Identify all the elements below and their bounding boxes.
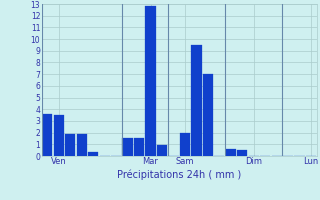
Bar	[180, 133, 190, 156]
Bar	[123, 138, 133, 156]
Bar	[145, 6, 156, 156]
Bar	[157, 145, 167, 156]
Bar	[134, 138, 144, 156]
Bar	[42, 114, 52, 156]
Bar	[88, 152, 98, 156]
Bar	[191, 45, 202, 156]
Bar	[237, 150, 247, 156]
Bar	[203, 74, 213, 156]
Bar	[65, 134, 76, 156]
X-axis label: Précipitations 24h ( mm ): Précipitations 24h ( mm )	[117, 169, 241, 180]
Bar	[76, 134, 87, 156]
Bar	[226, 149, 236, 156]
Bar	[54, 115, 64, 156]
